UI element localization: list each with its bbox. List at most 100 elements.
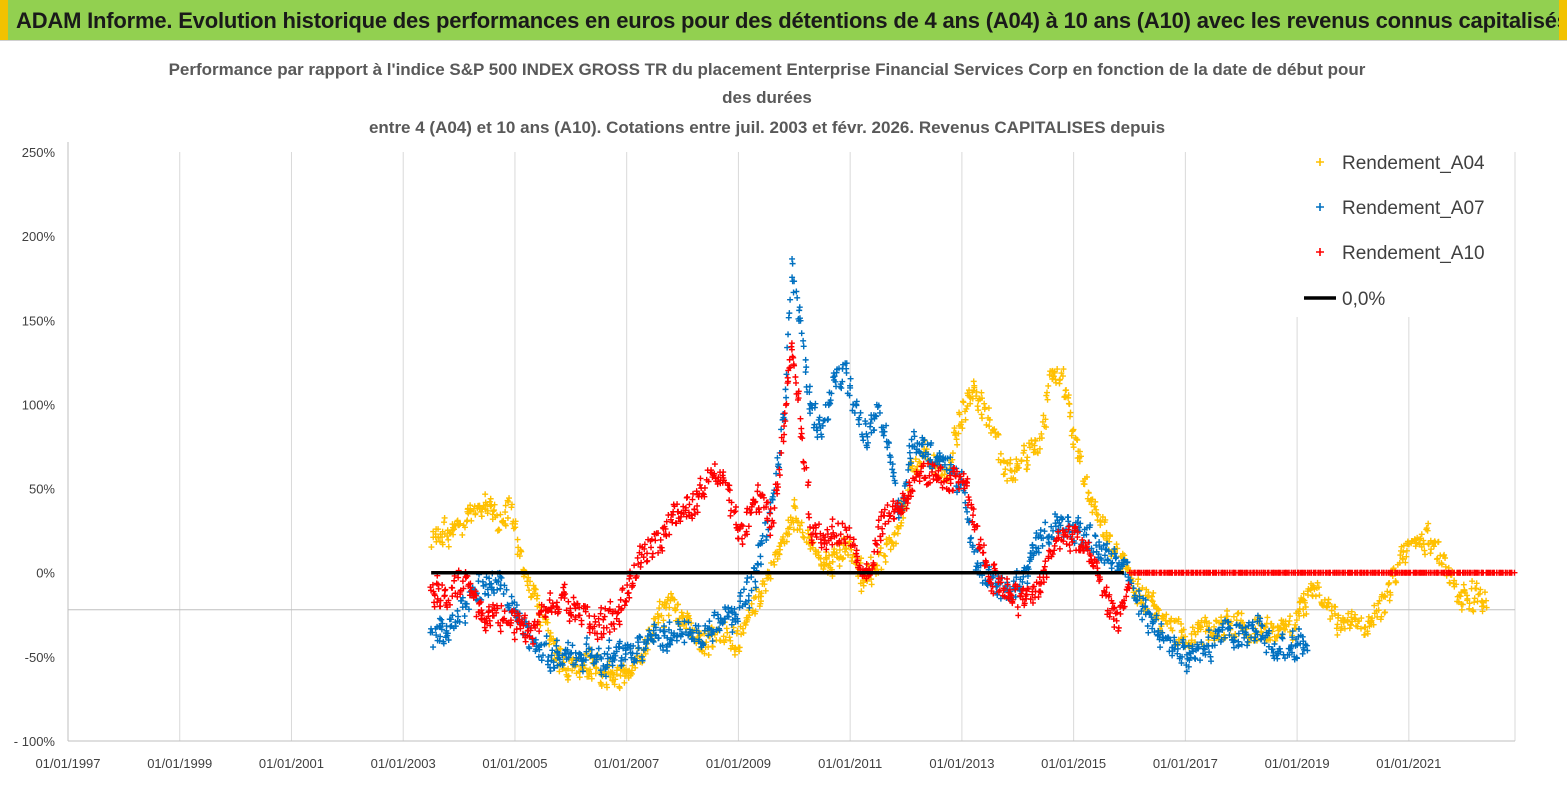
point-rendement_a04 [1418,531,1425,538]
point-rendement_a10 [586,629,593,636]
point-rendement_a10 [525,620,532,627]
point-rendement_a07 [633,650,640,657]
point-rendement_a10 [673,520,680,527]
point-rendement_a07 [881,428,888,435]
point-rendement_a10 [648,544,655,551]
point-rendement_a04 [1013,456,1020,463]
point-rendement_a10 [626,594,633,601]
point-rendement_a07 [853,398,860,405]
point-rendement_a10 [851,542,858,549]
point-rendement_a07 [937,453,944,460]
point-rendement_a04 [1403,553,1410,560]
point-rendement_a07 [1035,549,1042,556]
point-rendement_a07 [737,598,744,605]
point-rendement_a04 [1040,412,1047,419]
point-rendement_a07 [864,433,871,440]
point-rendement_a04 [740,629,747,636]
point-rendement_a10 [970,506,977,513]
point-rendement_a10 [479,610,486,617]
point-rendement_a04 [995,431,1002,438]
point-rendement_a10 [833,532,840,539]
point-rendement_a07 [917,449,924,456]
point-rendement_a10 [1060,538,1067,545]
point-rendement_a10 [652,537,659,544]
point-rendement_a10 [611,625,618,632]
point-rendement_a04 [504,515,511,521]
point-rendement_a04 [439,541,446,548]
point-rendement_a07 [429,629,436,636]
point-rendement_a10 [850,536,857,543]
point-rendement_a04 [1061,393,1068,400]
point-rendement_a10 [1015,612,1022,619]
point-rendement_a04 [516,553,523,560]
point-rendement_a04 [1396,559,1403,566]
point-rendement_a10 [1097,576,1104,583]
point-rendement_a10 [680,503,687,510]
point-rendement_a04 [1338,623,1345,630]
point-rendement_a04 [762,587,769,594]
point-rendement_a04 [736,644,743,651]
point-rendement_a04 [963,405,970,412]
point-rendement_a10 [1069,538,1076,545]
point-rendement_a10 [597,610,604,617]
point-rendement_a04 [955,430,962,437]
point-rendement_a10 [882,520,889,527]
point-rendement_a04 [505,498,512,505]
point-rendement_a07 [791,278,798,285]
legend-marker-rendement_a07 [1316,203,1324,211]
point-rendement_a10 [578,621,585,628]
point-rendement_a10 [1063,541,1070,548]
point-rendement_a07 [1220,620,1227,627]
point-rendement_a10 [606,629,613,636]
point-rendement_a04 [1369,615,1376,622]
point-rendement_a04 [435,526,442,533]
point-rendement_a10 [927,479,934,486]
point-rendement_a10 [682,504,689,511]
point-rendement_a10 [446,601,453,608]
point-rendement_a04 [1089,509,1096,516]
point-rendement_a10 [873,541,880,548]
point-rendement_a04 [1483,604,1490,611]
point-rendement_a10 [853,547,860,554]
point-rendement_a10 [493,609,500,616]
point-rendement_a04 [671,596,678,603]
point-rendement_a07 [681,618,688,625]
point-rendement_a10 [1079,536,1086,543]
point-rendement_a07 [452,623,459,630]
point-rendement_a04 [767,575,774,582]
point-rendement_a04 [836,546,843,553]
point-rendement_a10 [544,606,551,613]
point-rendement_a04 [1203,623,1210,630]
point-rendement_a07 [513,602,520,609]
point-rendement_a10 [841,536,848,543]
point-rendement_a07 [857,409,864,416]
point-rendement_a07 [924,441,931,448]
point-rendement_a04 [1180,626,1187,633]
point-rendement_a10 [591,613,598,620]
point-rendement_a07 [604,661,611,668]
point-rendement_a04 [1314,579,1321,586]
point-rendement_a10 [770,519,777,526]
point-rendement_a04 [777,546,784,553]
point-rendement_a07 [752,578,759,585]
point-rendement_a10 [607,598,614,605]
point-rendement_a10 [490,601,497,608]
point-rendement_a04 [1274,633,1281,640]
point-rendement_a07 [889,461,896,468]
point-rendement_a10 [1055,528,1062,535]
point-rendement_a10 [913,474,920,481]
point-rendement_a04 [1070,444,1077,451]
point-rendement_a04 [949,450,956,457]
point-rendement_a04 [663,600,670,607]
point-rendement_a07 [485,592,492,599]
point-rendement_a10 [586,612,593,619]
point-rendement_a07 [709,638,716,645]
point-rendement_a10 [1066,542,1073,549]
point-rendement_a07 [947,461,954,468]
point-rendement_a04 [532,586,539,593]
point-rendement_a07 [449,612,456,619]
point-rendement_a07 [667,641,674,648]
point-rendement_a04 [1051,369,1058,376]
point-rendement_a07 [1263,649,1270,656]
point-rendement_a10 [1107,609,1114,616]
